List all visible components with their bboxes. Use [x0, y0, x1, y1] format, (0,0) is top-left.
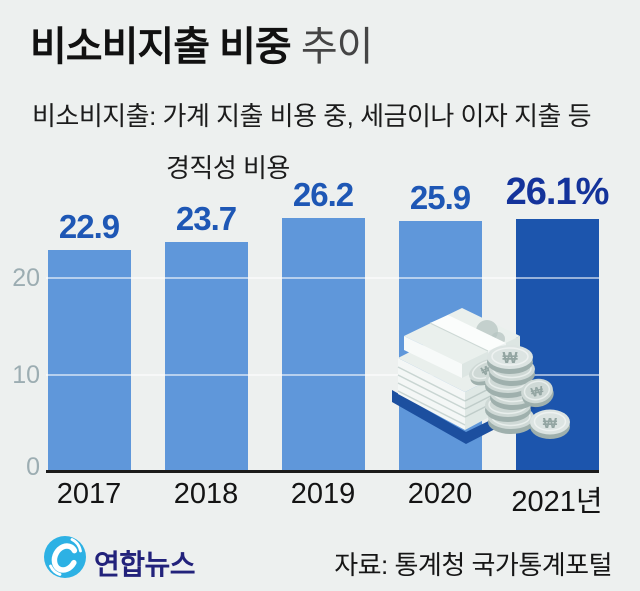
y-tick-label-0: 0 [26, 453, 40, 481]
svg-text:₩: ₩ [543, 415, 558, 432]
x-axis-line [46, 470, 599, 473]
bar-2019 [281, 217, 365, 472]
page-title-rest: 추이 [290, 25, 374, 69]
gridline-20 [46, 277, 599, 279]
x-axis-label-2021년: 2021년 [511, 486, 603, 518]
value-label-2021년: 26.1% [505, 170, 610, 213]
x-axis-label-2019: 2019 [290, 478, 356, 510]
money-illustration: ₩ ₩ ₩ ₩ [392, 308, 570, 444]
value-label-2020: 25.9 [409, 178, 471, 216]
x-axis-label-2020: 2020 [407, 478, 473, 510]
y-tick-label-20: 20 [12, 264, 40, 292]
value-label-2019: 26.2 [292, 175, 354, 213]
svg-text:₩: ₩ [530, 383, 546, 400]
footer-logo-text: 연합뉴스 [94, 549, 196, 580]
bar-2018 [164, 242, 248, 472]
y-tick-label-10: 10 [12, 361, 40, 389]
subtitle-line-2: 경직성 비용 [166, 153, 290, 183]
banknote-band [430, 315, 506, 351]
subtitle-line-1: 비소비지출: 가계 지출 비용 중, 세금이나 이자 지출 등 [32, 101, 592, 131]
gridline-10 [46, 374, 599, 376]
bar-2017 [47, 249, 131, 472]
page-title-emphasis: 비소비지출 비중 [30, 25, 292, 69]
x-axis-label-2018: 2018 [173, 478, 239, 510]
source-credit: 자료: 통계청 국가통계포털 [334, 550, 612, 580]
yonhap-logo-icon [44, 536, 86, 578]
page-title: 비소비지출 비중 추이 [30, 24, 374, 70]
won-coin-icon: ₩ [521, 378, 554, 408]
x-axis-label-2017: 2017 [56, 478, 122, 510]
value-label-2017: 22.9 [58, 207, 120, 245]
won-coin-icon: ₩ [530, 409, 570, 439]
won-coin-symbol: ₩ [502, 350, 518, 367]
value-label-2018: 23.7 [175, 200, 237, 238]
